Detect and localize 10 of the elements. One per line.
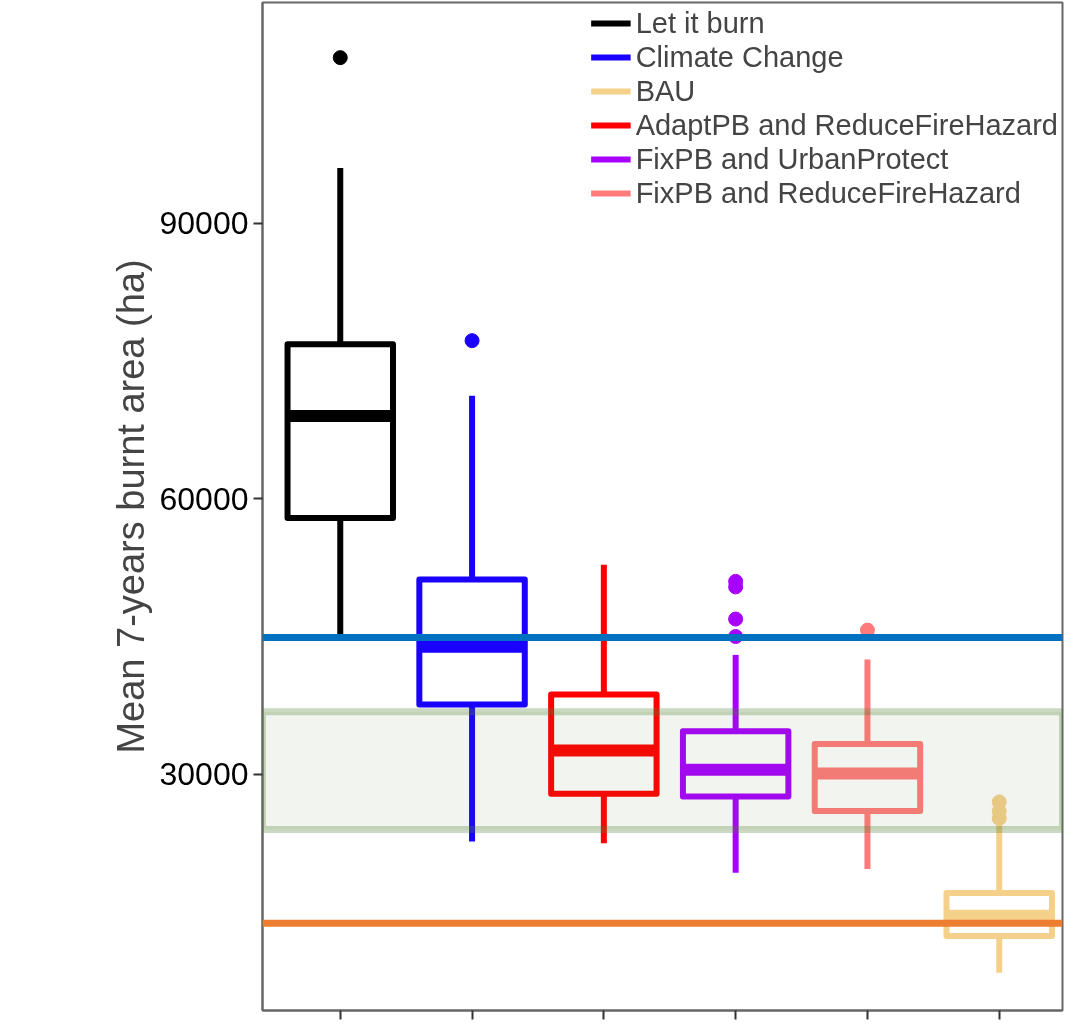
legend-label: AdaptPB and ReduceFireHazard bbox=[635, 108, 1058, 142]
legend-label: FixPB and UrbanProtect bbox=[635, 142, 949, 176]
legend-label: Climate Change bbox=[635, 40, 844, 74]
y-axis-title: Mean 7-years burnt area (ha) bbox=[109, 259, 152, 754]
y-tick-label: 90000 bbox=[159, 205, 249, 242]
legend-label: Let it burn bbox=[635, 6, 765, 40]
y-tick-label: 60000 bbox=[159, 480, 249, 517]
legend-label: BAU bbox=[635, 74, 696, 108]
legend-label: FixPB and ReduceFireHazard bbox=[635, 176, 1021, 210]
y-tick-label: 30000 bbox=[159, 756, 249, 793]
